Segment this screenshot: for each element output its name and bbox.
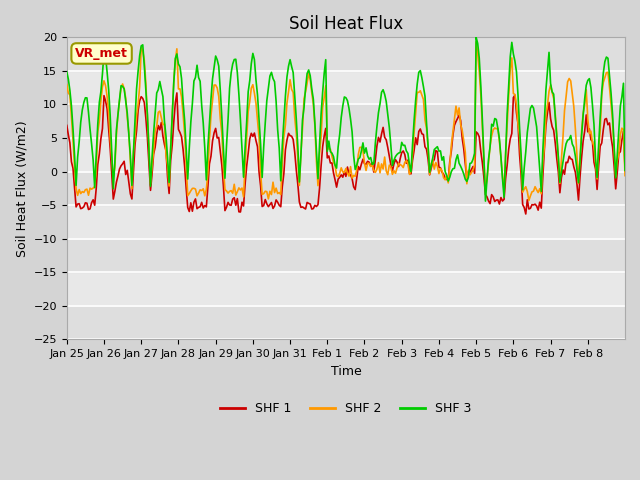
SHF 2 (525, 198, 532, 204)
X-axis label: Time: Time (330, 365, 361, 378)
SHF 3 (556, 180, 564, 185)
Bar (67, 71, 625, 105)
Line: SHF 3: SHF 3 (67, 37, 625, 201)
SHF 1 (167, 157, 175, 163)
SHF 3 (63, 69, 70, 74)
Bar (67, 205, 625, 239)
Line: SHF 2: SHF 2 (67, 42, 625, 201)
SHF 1 (401, 152, 409, 157)
Bar (67, 306, 625, 339)
Title: Soil Heat Flux: Soil Heat Flux (289, 15, 403, 33)
Bar (67, 105, 625, 138)
SHF 1 (621, 165, 629, 171)
SHF 2 (556, 180, 564, 186)
SHF 2 (167, 144, 175, 150)
Bar (67, 171, 625, 205)
SHF 3 (167, 146, 175, 152)
SHF 3 (79, 107, 86, 113)
SHF 3 (482, 198, 490, 204)
Bar (67, 138, 625, 171)
Line: SHF 1: SHF 1 (67, 93, 625, 214)
SHF 1 (382, 137, 390, 143)
SHF 1 (173, 90, 180, 96)
Y-axis label: Soil Heat Flux (W/m2): Soil Heat Flux (W/m2) (15, 120, 28, 257)
SHF 1 (63, 122, 70, 128)
SHF 1 (556, 190, 564, 196)
SHF 3 (399, 143, 407, 148)
Bar (67, 272, 625, 306)
SHF 3 (621, 168, 629, 173)
Bar (67, 239, 625, 272)
SHF 3 (381, 92, 388, 97)
Text: VR_met: VR_met (75, 47, 128, 60)
SHF 2 (621, 173, 629, 179)
SHF 2 (79, 189, 86, 194)
SHF 2 (472, 39, 480, 45)
SHF 2 (412, 110, 419, 116)
Legend: SHF 1, SHF 2, SHF 3: SHF 1, SHF 2, SHF 3 (215, 397, 477, 420)
SHF 3 (472, 35, 480, 40)
Bar (67, 37, 625, 71)
SHF 1 (413, 142, 421, 147)
SHF 3 (412, 97, 419, 103)
SHF 2 (381, 154, 388, 160)
SHF 2 (399, 165, 407, 170)
SHF 2 (63, 82, 70, 87)
SHF 1 (79, 205, 86, 211)
SHF 1 (522, 211, 530, 217)
